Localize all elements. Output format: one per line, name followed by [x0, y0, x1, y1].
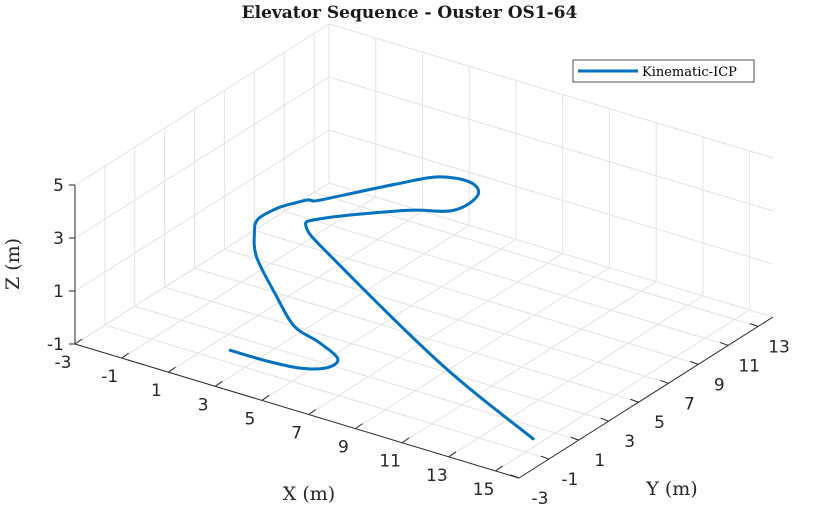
y-tick-mark: [690, 360, 699, 365]
z-tick-label: 3: [53, 229, 64, 249]
series-layer: [228, 175, 535, 441]
x-tick-label: -1: [101, 367, 118, 387]
y-tick-label: -3: [532, 489, 549, 509]
grid-back-wall: [74, 23, 330, 345]
x-tick-mark: [214, 380, 223, 387]
grid-floor: [74, 182, 759, 479]
z-tick-label: 5: [53, 176, 64, 196]
grid-line-floor-x: [308, 253, 563, 415]
y-tick-mark: [600, 417, 609, 422]
legend-box: [572, 59, 755, 83]
y-tick-mark: [630, 398, 639, 403]
grid-line-side-z: [328, 129, 774, 265]
legend: Kinematic-ICP: [572, 59, 755, 83]
axes: [69, 184, 774, 479]
grid-line-floor-y: [164, 286, 609, 422]
x-tick-label: 13: [426, 466, 448, 486]
y-tick-label: 1: [594, 451, 605, 471]
grid-line-floor-y: [284, 210, 729, 346]
x-tick-label: 11: [379, 452, 401, 472]
x-tick-label: 5: [245, 409, 256, 429]
grid-line-side-z: [328, 23, 774, 159]
x-tick-label: 9: [338, 438, 349, 458]
chart-title: Elevator Sequence - Ouster OS1-64: [242, 3, 578, 23]
x-tick-mark: [495, 465, 503, 472]
series-line-kinematic-icp: [228, 175, 535, 441]
grid-line-floor-x: [168, 210, 423, 373]
y-tick-label: -1: [561, 470, 578, 490]
x-tick-label: 7: [291, 424, 302, 444]
x-tick-label: 3: [198, 395, 209, 415]
z-tick-label: -1: [47, 335, 64, 355]
grid-line-floor-y: [313, 191, 759, 327]
x-tick-mark: [308, 409, 316, 415]
x-tick-mark: [355, 423, 363, 430]
y-axis-label: Y (m): [645, 478, 697, 500]
grid-line-back-z: [74, 76, 330, 239]
z-tick-label: 1: [53, 282, 64, 302]
grid-line-floor-x: [214, 224, 470, 387]
x-tick-label: 15: [473, 480, 495, 500]
grid-line-floor-y: [224, 248, 669, 384]
y-tick-mark: [720, 341, 729, 346]
z-axis-label: Z (m): [2, 238, 24, 290]
grid-line-floor-x: [121, 196, 377, 359]
y-tick-label: 3: [624, 432, 635, 452]
grid-line-side-z: [328, 76, 774, 212]
x-tick-mark: [74, 338, 83, 345]
y-tick-label: 11: [738, 356, 760, 376]
y-tick-mark: [660, 379, 669, 384]
x-axis-line: [74, 343, 520, 479]
x-tick-mark: [401, 437, 410, 444]
y-tick-mark: [510, 474, 520, 479]
grid-line-side-z: [328, 182, 774, 318]
grid-line-floor-x: [401, 281, 657, 444]
x-tick-label: -3: [55, 353, 72, 373]
grid-line-back-z: [74, 129, 330, 292]
x-axis-label: X (m): [283, 483, 335, 505]
y-tick-label: 7: [684, 394, 695, 414]
y-tick-label: 9: [714, 375, 725, 395]
legend-entry-kinematic-icp: Kinematic-ICP: [642, 65, 737, 80]
grid-line-floor-x: [448, 295, 704, 458]
y-tick-label: 13: [768, 337, 790, 357]
x-tick-mark: [121, 352, 130, 359]
y-tick-label: 5: [654, 413, 665, 433]
grid-line-back-z: [74, 23, 330, 186]
grid-line-floor-y: [194, 267, 639, 403]
grid-line-floor-x: [74, 182, 330, 345]
grid-line-floor-x: [355, 267, 610, 430]
y-axis-line: [518, 316, 774, 479]
x-tick-mark: [261, 395, 270, 401]
grid-line-floor-x: [495, 309, 750, 472]
grid-side-wall: [328, 23, 774, 318]
y-tick-mark: [540, 455, 550, 460]
x-tick-mark: [448, 451, 457, 458]
x-tick-label: 1: [151, 381, 162, 401]
y-tick-mark: [749, 323, 759, 327]
grid-line-floor-x: [261, 238, 517, 401]
y-tick-mark: [570, 436, 579, 441]
x-tick-mark: [168, 366, 176, 373]
grid-line-floor-y: [104, 324, 550, 460]
